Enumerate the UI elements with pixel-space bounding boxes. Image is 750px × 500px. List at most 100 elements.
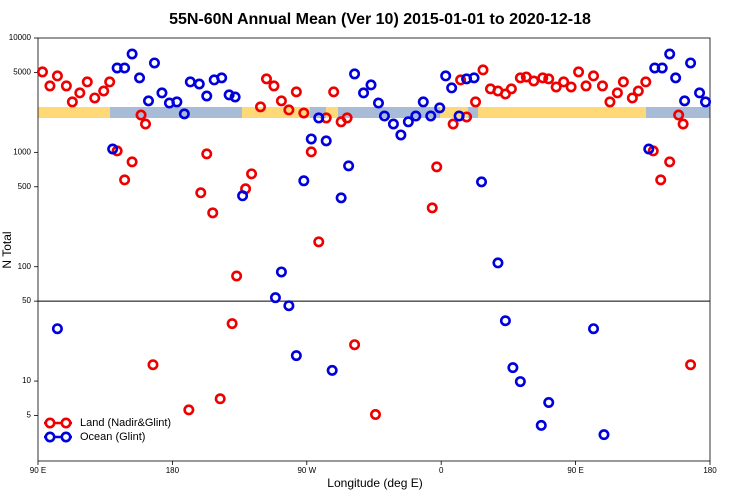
point [670,72,682,84]
x-tick-label: 90 E [30,466,46,475]
point [476,176,488,188]
legend-marker [44,417,56,429]
point [275,95,287,107]
chart-title: 55N-60N Annual Mean (Ver 10) 2015-01-01 … [169,11,591,28]
point [51,323,63,335]
point [598,429,610,441]
point [148,57,160,69]
point [468,72,480,84]
point [135,109,147,121]
x-axis-label: Longitude (deg E) [327,476,422,490]
point [470,96,482,108]
point [369,409,381,421]
point [677,118,689,130]
point [528,75,540,87]
point [643,143,655,155]
point [216,72,228,84]
point [655,174,667,186]
point [387,118,399,130]
point [455,74,467,86]
point [60,80,72,92]
x-tick-label: 0 [439,466,444,475]
point [298,175,310,187]
point [298,107,310,119]
point [126,156,138,168]
point [588,323,600,335]
point [611,87,623,99]
point [305,133,317,145]
point [283,300,295,312]
point [51,70,63,82]
point [700,96,712,108]
plot-frame [37,37,711,462]
y-tick-label: 10 [22,376,31,385]
point [183,404,195,416]
point [349,339,361,351]
point [453,110,465,122]
point [543,396,555,408]
point [640,76,652,88]
y-tick-label: 50 [22,296,31,305]
point [36,66,48,78]
point [119,174,131,186]
point [425,110,437,122]
point [140,118,152,130]
x-tick-label: 180 [166,466,180,475]
point [246,168,258,180]
point [201,148,213,160]
point [673,109,685,121]
y-tick-label: 5 [27,411,32,420]
point [320,135,332,147]
point [543,73,555,85]
point [226,318,238,330]
point [499,315,511,327]
point [514,376,526,388]
point [201,90,213,102]
point [580,80,592,92]
point [477,64,489,76]
point [89,92,101,104]
point [550,81,562,93]
point [326,364,338,376]
point [237,190,249,202]
y-axis-label: N Total [0,231,14,268]
point [535,419,547,431]
point [328,86,340,98]
point [632,85,644,97]
point [44,80,56,92]
point [223,89,235,101]
point [626,92,638,104]
point [229,91,241,103]
point [365,79,377,91]
point [604,96,616,108]
point [507,362,519,374]
point [119,62,131,74]
point [372,97,384,109]
point [66,96,78,108]
point [269,292,281,304]
legend-marker [60,431,72,443]
point [410,110,422,122]
point [565,81,577,93]
point [104,76,116,88]
point [685,57,697,69]
point [446,82,458,94]
x-tick-label: 90 W [297,466,316,475]
point [431,161,443,173]
point [81,76,93,88]
point [402,116,414,128]
point [290,350,302,362]
point [231,270,243,282]
point [134,72,146,84]
point [596,80,608,92]
point [184,76,196,88]
x-tick-label: 90 E [567,466,583,475]
point [358,87,370,99]
point [617,76,629,88]
point [255,101,267,113]
y-tick-label: 500 [18,182,32,191]
point [193,78,205,90]
point [147,359,159,371]
point [664,48,676,60]
x-tick-label: 180 [703,466,717,475]
